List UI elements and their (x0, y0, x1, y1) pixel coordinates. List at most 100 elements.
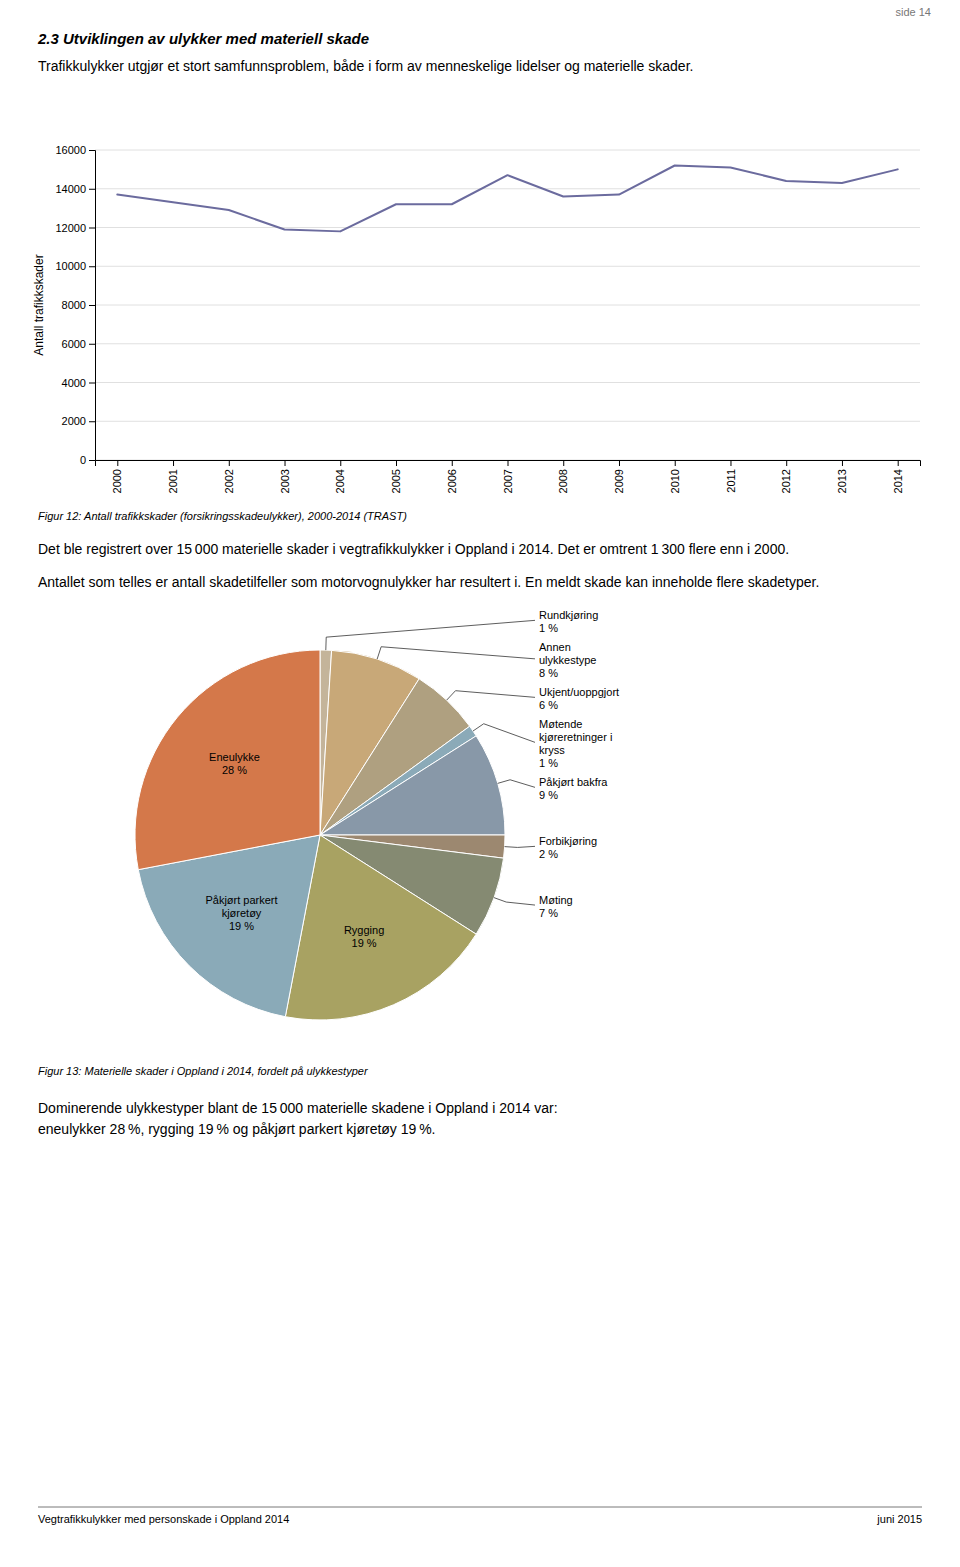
body-text-line: Dominerende ulykkestyper blant de 15 000… (38, 1100, 558, 1116)
grid-line (95, 188, 920, 189)
tick-label: 2013 (836, 469, 848, 493)
tick: 2010 (669, 460, 681, 493)
tick: 0 (80, 454, 95, 466)
tick-mark (786, 460, 787, 466)
tick-mark (173, 460, 174, 466)
slice-label-line: kryss (539, 744, 565, 756)
caption: Figur 13: Materielle skader i Oppland i … (38, 1065, 369, 1077)
page: side 142.3 Utviklingen av ulykker med ma… (0, 0, 960, 1567)
tick-label: 12000 (55, 222, 86, 234)
tick-mark (619, 460, 620, 466)
tick-mark (898, 460, 899, 466)
tick-label: 2011 (724, 469, 736, 493)
leader-line (498, 780, 535, 788)
tick: 2009 (613, 460, 625, 493)
leader-line (473, 724, 535, 743)
tick: 2014 (892, 460, 904, 493)
grid (95, 150, 920, 460)
plot-area (117, 166, 897, 232)
tick-label: 2010 (669, 469, 681, 493)
slice-value-label: 7 % (539, 907, 558, 919)
tick: 2003 (279, 460, 291, 493)
grid-line (95, 343, 920, 344)
slice-value-label: 1 % (539, 622, 558, 634)
axis-line (96, 461, 921, 467)
tick-label: 2001 (167, 469, 179, 493)
tick-label: 6000 (62, 338, 86, 350)
pie (135, 650, 505, 1020)
slice-value-label: 2 % (539, 848, 558, 860)
tick: 2004 (334, 460, 346, 493)
slice-value-label: 9 % (539, 789, 558, 801)
slice-value-label: 6 % (539, 699, 558, 711)
slice-value-label: 19 % (229, 920, 254, 932)
tick-mark (842, 460, 843, 466)
grid-line (95, 305, 920, 306)
tick: 6000 (62, 338, 95, 350)
tick: 2011 (724, 460, 736, 493)
y-axis: 0200040006000800010000120001400016000 (55, 144, 95, 466)
slice-label: Møting (539, 894, 573, 906)
tick-label: 2007 (502, 469, 514, 493)
tick: 16000 (55, 144, 95, 156)
x-axis: 2000200120022003200420052006200720082009… (96, 460, 921, 493)
tick-label: 2003 (279, 469, 291, 493)
slice-label: Forbikjøring (539, 835, 597, 847)
footer-right: juni 2015 (876, 1513, 922, 1525)
heading-line: 2.3 Utviklingen av ulykker med materiell… (37, 30, 369, 47)
slice-label: Rygging (344, 924, 384, 936)
tick-label: 2014 (892, 469, 904, 493)
caption: Figur 12: Antall trafikkskader (forsikri… (38, 510, 407, 522)
tick-mark (340, 460, 341, 466)
slice-label: Påkjørt bakfra (539, 776, 608, 788)
tick: 10000 (55, 260, 95, 272)
tick: 2000 (62, 415, 95, 427)
slice-label-line: Rundkjøring (539, 609, 598, 621)
slice-value-label: 8 % (539, 667, 558, 679)
grid-line (95, 421, 920, 422)
tick-label: 14000 (55, 183, 86, 195)
tick-mark (563, 460, 564, 466)
tick-label: 2009 (613, 469, 625, 493)
tick: 14000 (55, 183, 95, 195)
intro-text: Trafikkulykker utgjør et stort samfunnsp… (38, 58, 693, 74)
slice-label-line: ulykkestype (539, 654, 596, 666)
tick-mark (89, 383, 95, 384)
tick: 12000 (55, 222, 95, 234)
grid-line (95, 227, 920, 228)
pie-chart: Rygging19 %Påkjørt parkertkjøretøy19 %En… (38, 609, 619, 1077)
body-text-line: eneulykker 28 %, rygging 19 % og påkjørt… (38, 1121, 435, 1137)
tick-mark (396, 460, 397, 466)
y-axis-label: Antall trafikkskader (32, 254, 46, 355)
slice-label-line: kjøreretninger i (539, 731, 612, 743)
tick: 2012 (780, 460, 792, 493)
tick-label: 2006 (446, 469, 458, 493)
tick: 2008 (557, 460, 569, 493)
tick-label: 10000 (55, 260, 86, 272)
tick-mark (285, 460, 286, 466)
grid-line (95, 150, 920, 151)
slice-label-line: Påkjørt parkert (205, 894, 277, 906)
slice-label-line: Eneulykke (209, 751, 260, 763)
slice-label: Ukjent/uoppgjort (539, 686, 619, 698)
footer-rule (38, 1507, 922, 1508)
leader-line (494, 898, 535, 905)
tick-mark (89, 150, 95, 151)
tick-label: 2004 (334, 469, 346, 493)
tick-mark (675, 460, 676, 466)
body-text-line: Det ble registrert over 15 000 materiell… (38, 541, 789, 557)
leader-line (326, 620, 535, 650)
tick: 2006 (446, 460, 458, 493)
pie-slice (135, 650, 320, 870)
line-chart: 2000200120022003200420052006200720082009… (32, 144, 921, 522)
slice-label-line: kjøretøy (222, 907, 262, 919)
slice-label-line: Påkjørt bakfra (539, 776, 608, 788)
tick-mark (89, 344, 95, 345)
intro-text-line: Trafikkulykker utgjør et stort samfunnsp… (38, 58, 693, 74)
tick-mark (229, 460, 230, 466)
tick-label: 2005 (390, 469, 402, 493)
tick-mark (89, 266, 95, 267)
axis-line (89, 151, 96, 461)
footer-left: Vegtrafikkulykker med personskade i Oppl… (38, 1513, 289, 1525)
slice-label-line: Møting (539, 894, 573, 906)
